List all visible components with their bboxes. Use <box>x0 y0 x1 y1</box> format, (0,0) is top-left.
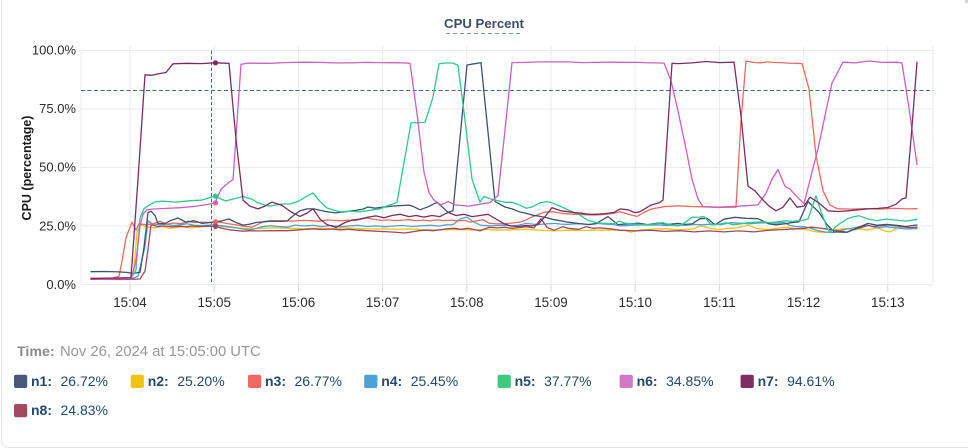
svg-text:15:08: 15:08 <box>450 295 484 310</box>
svg-text:n1:: n1: <box>31 373 52 389</box>
svg-text:15:12: 15:12 <box>787 295 821 310</box>
svg-text:94.61%: 94.61% <box>787 373 834 389</box>
svg-text:n5:: n5: <box>515 373 536 389</box>
svg-text:15:09: 15:09 <box>534 295 568 310</box>
svg-text:26.77%: 26.77% <box>295 373 342 389</box>
svg-text:n4:: n4: <box>381 373 402 389</box>
svg-text:25.20%: 25.20% <box>177 373 224 389</box>
svg-text:37.77%: 37.77% <box>544 373 591 389</box>
svg-text:n8:: n8: <box>31 402 52 418</box>
svg-text:15:05: 15:05 <box>197 295 231 310</box>
svg-text:n6:: n6: <box>637 373 658 389</box>
svg-text:15:07: 15:07 <box>366 295 400 310</box>
svg-text:CPU Percent: CPU Percent <box>444 16 524 31</box>
svg-text:25.45%: 25.45% <box>411 373 458 389</box>
svg-text:26.72%: 26.72% <box>61 373 108 389</box>
svg-text:CPU (percentage): CPU (percentage) <box>20 116 34 221</box>
svg-text:n2:: n2: <box>148 373 169 389</box>
svg-text:50.0%: 50.0% <box>39 160 76 175</box>
svg-text:75.0%: 75.0% <box>39 101 76 116</box>
svg-text:25.0%: 25.0% <box>39 218 76 233</box>
svg-text:100.0%: 100.0% <box>32 43 77 58</box>
svg-text:15:13: 15:13 <box>871 295 905 310</box>
svg-text:Time:: Time: <box>17 344 55 360</box>
svg-text:24.83%: 24.83% <box>61 402 108 418</box>
svg-text:15:04: 15:04 <box>113 295 147 310</box>
svg-text:15:11: 15:11 <box>703 295 736 310</box>
svg-text:15:06: 15:06 <box>282 295 316 310</box>
svg-text:34.85%: 34.85% <box>666 373 713 389</box>
svg-text:n3:: n3: <box>265 373 286 389</box>
svg-text:Nov 26, 2024 at 15:05:00 UTC: Nov 26, 2024 at 15:05:00 UTC <box>60 344 261 360</box>
svg-text:0.0%: 0.0% <box>46 277 76 292</box>
svg-text:n7:: n7: <box>758 373 779 389</box>
svg-text:15:10: 15:10 <box>618 295 652 310</box>
